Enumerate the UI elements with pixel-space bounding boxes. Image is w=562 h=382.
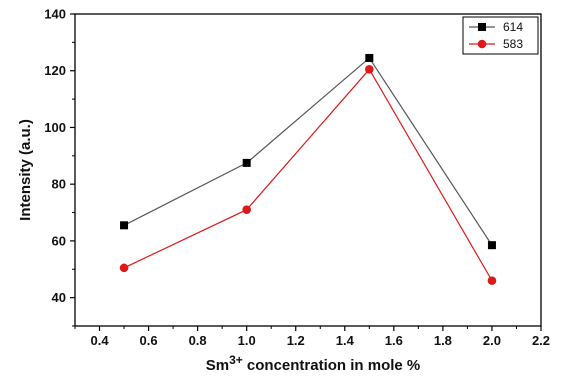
legend-label-583: 583 bbox=[503, 37, 523, 51]
x-tick-label: 0.8 bbox=[189, 333, 207, 348]
y-tick-label: 140 bbox=[44, 7, 66, 22]
data-point-583 bbox=[365, 65, 374, 74]
data-point-583 bbox=[119, 263, 129, 273]
plot-frame bbox=[74, 13, 542, 327]
x-axis-label-superscript: 3+ bbox=[229, 353, 243, 367]
series-line-614 bbox=[123, 57, 493, 246]
legend-marker-583 bbox=[477, 39, 487, 49]
y-tick-label: 100 bbox=[44, 120, 66, 135]
data-point-614 bbox=[242, 158, 251, 167]
y-axis-label: Intensity (a.u.) bbox=[17, 119, 34, 221]
x-tick-label: 1.8 bbox=[434, 333, 452, 348]
data-point-614 bbox=[120, 221, 129, 230]
x-axis-label-suffix: concentration in mole % bbox=[243, 357, 421, 374]
legend-marker-614 bbox=[478, 23, 486, 31]
data-point-614 bbox=[487, 241, 496, 250]
data-point-583 bbox=[487, 276, 497, 285]
data-point-583 bbox=[242, 205, 251, 215]
x-axis-label: Sm3+ concentration in mole % bbox=[206, 353, 421, 374]
x-tick-label: 1.0 bbox=[238, 333, 256, 348]
x-tick-label: 1.2 bbox=[287, 333, 305, 348]
x-tick-label: 1.4 bbox=[336, 333, 355, 348]
x-tick-label: 2.2 bbox=[532, 333, 550, 348]
y-tick-label: 120 bbox=[44, 63, 66, 78]
legend-label-614: 614 bbox=[503, 20, 523, 34]
series-line-583 bbox=[123, 68, 493, 281]
x-axis-label-prefix: Sm bbox=[206, 357, 229, 374]
x-tick-label: 0.6 bbox=[140, 333, 158, 348]
y-tick-label: 60 bbox=[52, 233, 66, 248]
y-tick-label: 40 bbox=[52, 290, 66, 305]
x-tick-label: 0.4 bbox=[90, 333, 109, 348]
x-tick-label: 1.6 bbox=[385, 333, 403, 348]
x-tick-label: 2.0 bbox=[483, 333, 501, 348]
legend-box bbox=[462, 16, 539, 55]
y-tick-label: 80 bbox=[52, 177, 66, 192]
data-point-614 bbox=[365, 53, 374, 62]
